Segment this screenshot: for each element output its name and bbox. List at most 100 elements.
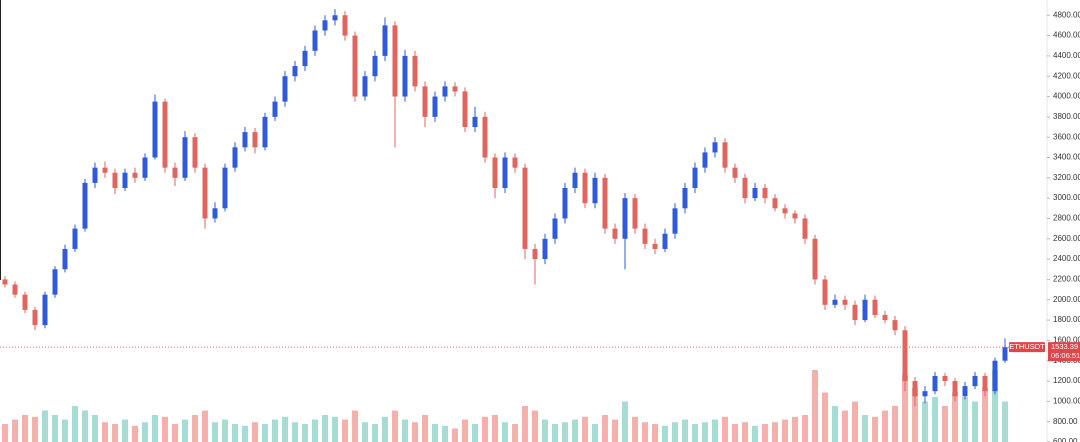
volume-bar	[862, 415, 868, 442]
volume-bar	[112, 424, 118, 442]
volume-bar	[12, 419, 18, 442]
candle-body	[622, 198, 628, 239]
candle-body	[422, 86, 428, 117]
volume-bar	[332, 416, 338, 442]
volume-bar	[692, 424, 698, 442]
candle-body	[492, 157, 498, 188]
volume-bar	[512, 424, 518, 442]
volume-bar	[342, 419, 348, 442]
volume-bar	[552, 424, 558, 442]
volume-bar	[232, 424, 238, 442]
volume-bar	[272, 419, 278, 442]
candle-body	[462, 91, 468, 128]
candle-body	[962, 386, 968, 397]
volume-bar	[772, 422, 778, 442]
candle-body	[852, 304, 858, 321]
volume-bar	[372, 424, 378, 442]
volume-bar	[562, 422, 568, 442]
y-tick-label: 4400.00	[1053, 51, 1080, 60]
candle-body	[572, 172, 578, 188]
volume-bar	[142, 422, 148, 442]
y-tick-label: 2000.00	[1053, 295, 1080, 304]
candle-body	[562, 187, 568, 219]
candle-body	[812, 238, 818, 280]
volume-bar	[892, 406, 898, 442]
candle-body	[212, 208, 218, 219]
candle-body	[432, 96, 438, 117]
candle-body	[72, 228, 78, 249]
candle-body	[772, 198, 778, 209]
y-tick-label: 1200.00	[1053, 376, 1080, 385]
volume-bar	[242, 425, 248, 442]
candle-body	[642, 228, 648, 244]
candle-body	[22, 294, 28, 310]
volume-bar	[792, 416, 798, 442]
volume-bar	[702, 422, 708, 442]
candle-body	[902, 330, 908, 382]
candle-body	[802, 218, 808, 239]
volume-bar	[672, 422, 678, 442]
volume-bar	[682, 419, 688, 442]
y-tick-label: 2400.00	[1053, 254, 1080, 263]
volume-bar	[872, 416, 878, 442]
volume-bar	[102, 422, 108, 442]
candle-body	[52, 269, 58, 295]
candle-body	[352, 35, 358, 97]
volume-bar	[522, 406, 528, 442]
candle-body	[2, 279, 8, 285]
candle-body	[872, 299, 878, 315]
candle-body	[372, 55, 378, 77]
volume-bar	[262, 424, 268, 442]
candle-body	[362, 76, 368, 97]
candle-body	[782, 208, 788, 214]
candle-body	[722, 142, 728, 168]
candle-body	[792, 213, 798, 219]
candle-body	[522, 167, 528, 249]
y-tick-label: 4200.00	[1053, 71, 1080, 80]
candle-body	[702, 152, 708, 168]
volume-bar	[352, 410, 358, 442]
candle-body	[442, 86, 448, 97]
volume-bar	[412, 422, 418, 442]
candle-body	[842, 299, 848, 305]
last-price-label: 1533.39	[1051, 342, 1078, 351]
y-tick-label: 2600.00	[1053, 234, 1080, 243]
candle-body	[882, 314, 888, 321]
candle-body	[832, 299, 838, 305]
y-tick-label: 3000.00	[1053, 193, 1080, 202]
volume-bar	[612, 419, 618, 442]
volume-bar	[922, 401, 928, 442]
volume-bar	[952, 392, 958, 442]
volume-bar	[82, 410, 88, 442]
candle-body	[202, 167, 208, 219]
volume-bar	[592, 424, 598, 442]
candle-body	[662, 233, 668, 249]
countdown-label: 06:06:51	[1051, 351, 1080, 360]
volume-bar	[502, 422, 508, 442]
candle-body	[112, 172, 118, 188]
candle-body	[742, 177, 748, 199]
volume-bar	[322, 415, 328, 442]
candle-body	[992, 360, 998, 392]
y-tick-label: 3600.00	[1053, 132, 1080, 141]
candle-body	[42, 294, 48, 326]
price-tag	[1048, 342, 1080, 362]
candle-body	[62, 248, 68, 270]
candle-body	[912, 381, 918, 397]
candle-body	[712, 142, 718, 153]
candle-body	[862, 299, 868, 321]
volume-bar	[832, 406, 838, 442]
candle-body	[92, 167, 98, 183]
candle-body	[272, 101, 278, 117]
volume-bar	[2, 424, 8, 442]
volume-bar	[842, 410, 848, 442]
candle-body	[152, 101, 158, 158]
volume-bar	[572, 419, 578, 442]
candle-body	[302, 50, 308, 67]
volume-bar	[932, 397, 938, 442]
candle-body	[332, 15, 338, 21]
candle-body	[262, 116, 268, 148]
volume-bar	[822, 392, 828, 442]
candle-body	[922, 391, 928, 397]
